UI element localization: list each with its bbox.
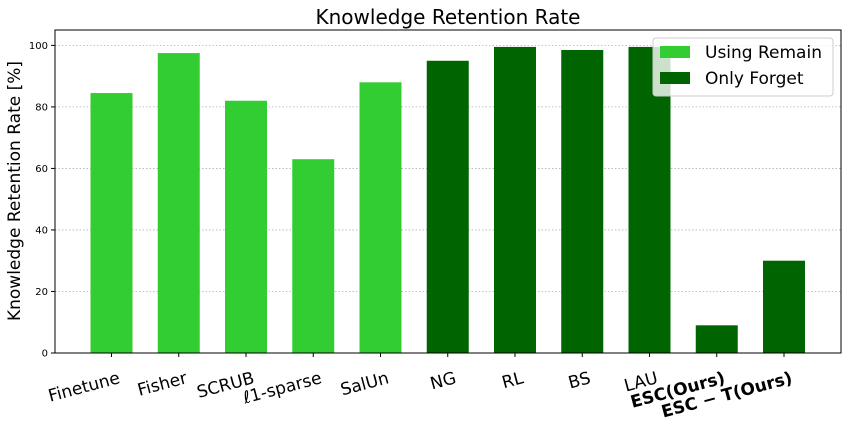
y-tick-label: 0 <box>42 349 48 360</box>
y-tick-label: 40 <box>35 225 48 236</box>
legend-box <box>652 37 834 97</box>
x-tick-label: Finetune <box>46 368 122 406</box>
bar-1 <box>90 93 133 354</box>
bar-6 <box>426 60 469 354</box>
bars-layer <box>90 46 805 354</box>
legend-label-only-forget: Only Forget <box>705 69 804 89</box>
bar-8 <box>561 49 604 353</box>
x-tick-label: SalUn <box>338 368 391 400</box>
bar-3 <box>225 100 267 353</box>
legend-label-using-remain: Using Remain <box>705 43 822 63</box>
x-tick-label: BS <box>566 368 593 393</box>
legend: Using Remain Only Forget <box>652 37 834 97</box>
x-tick-label: NG <box>428 368 458 394</box>
bar-9 <box>628 46 671 354</box>
x-tick-label: Fisher <box>136 368 190 400</box>
y-tick-label: 100 <box>29 41 48 52</box>
bar-5 <box>359 82 402 354</box>
chart-title: Knowledge Retention Rate <box>316 5 581 29</box>
bar-10 <box>695 325 738 353</box>
bar-4 <box>292 159 335 353</box>
y-tick-label: 60 <box>35 164 48 175</box>
bar-7 <box>494 46 536 354</box>
legend-swatch-using-remain <box>660 46 690 58</box>
x-tick-label: RL <box>500 368 526 393</box>
bar-11 <box>763 260 805 353</box>
bar-2 <box>157 53 200 353</box>
y-axis-label: Knowledge Retention Rate [%] <box>5 61 25 321</box>
legend-swatch-only-forget <box>660 72 690 84</box>
y-axis-ticks: 0 20 40 60 80 100 <box>29 41 55 360</box>
y-tick-label: 20 <box>35 287 48 298</box>
y-tick-label: 80 <box>35 102 48 113</box>
